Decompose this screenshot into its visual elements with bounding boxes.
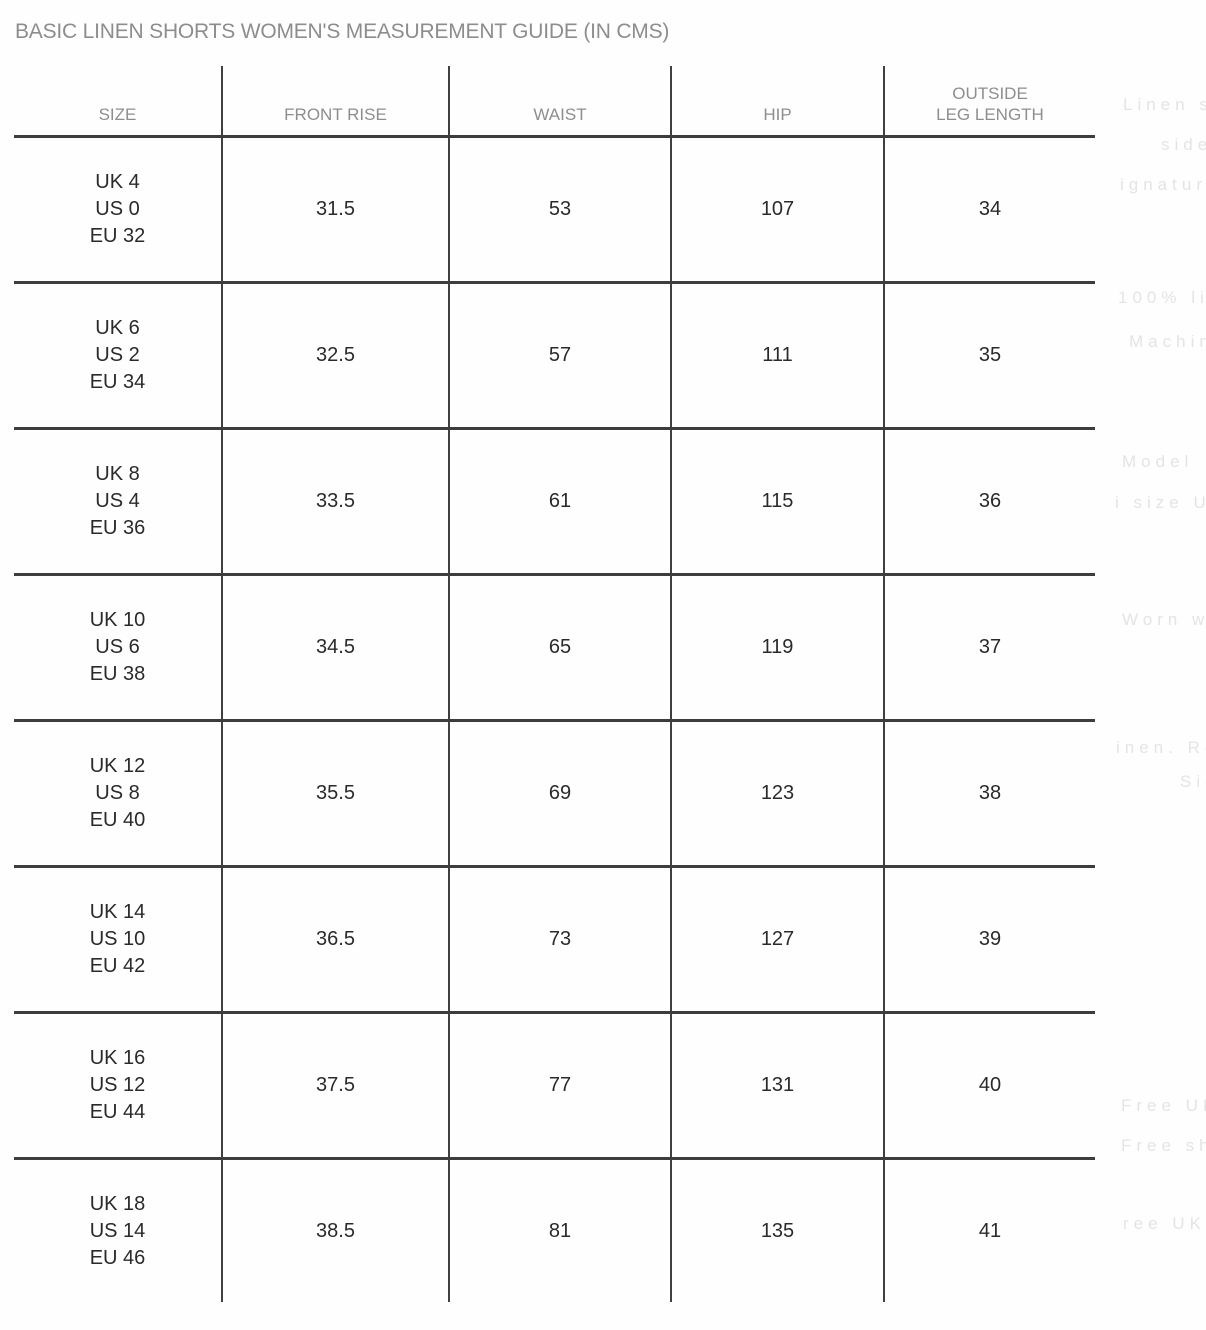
- front-rise-cell: 35.5: [221, 720, 449, 868]
- size-us: US 4: [95, 490, 140, 512]
- waist-cell: 73: [448, 866, 671, 1014]
- hip-cell: 127: [670, 866, 884, 1014]
- waist-cell: 77: [448, 1012, 671, 1160]
- waist-cell: 81: [448, 1158, 671, 1302]
- hip-cell: 131: [670, 1012, 884, 1160]
- size-uk: UK 6: [95, 317, 140, 339]
- side-text-fragment: Sid: [1180, 772, 1206, 791]
- column-header-hip: HIP: [670, 66, 884, 138]
- size-eu: EU 36: [89, 517, 146, 539]
- size-cell: UK 10 US 6 EU 38: [14, 574, 222, 722]
- table-row: UK 12 US 8 EU 40 35.5 69 123 38: [14, 720, 1095, 868]
- column-header-outside-leg: OUTSIDE LEG LENGTH: [883, 66, 1095, 138]
- side-text-fragment: inen. Re: [1116, 738, 1206, 757]
- table-row: UK 8 US 4 EU 36 33.5 61 115 36: [14, 428, 1095, 576]
- outside-leg-cell: 34: [883, 136, 1095, 284]
- front-rise-cell: 36.5: [221, 866, 449, 1014]
- size-uk: UK 12: [89, 755, 146, 777]
- waist-cell: 57: [448, 282, 671, 430]
- size-us: US 12: [89, 1074, 146, 1096]
- side-text-fragment: Worn w: [1122, 610, 1206, 629]
- column-header-waist: WAIST: [448, 66, 671, 138]
- table-row: UK 14 US 10 EU 42 36.5 73 127 39: [14, 866, 1095, 1014]
- side-text-fragment: side: [1161, 135, 1206, 154]
- size-eu: EU 42: [89, 955, 146, 977]
- size-eu: EU 40: [89, 809, 146, 831]
- size-us: US 10: [89, 928, 146, 950]
- size-us: US 0: [95, 198, 140, 220]
- front-rise-cell: 33.5: [221, 428, 449, 576]
- waist-cell: 53: [448, 136, 671, 284]
- front-rise-cell: 37.5: [221, 1012, 449, 1160]
- waist-cell: 61: [448, 428, 671, 576]
- size-eu: EU 44: [89, 1101, 146, 1123]
- size-eu: EU 46: [89, 1246, 146, 1269]
- size-uk: UK 10: [89, 609, 146, 631]
- size-eu: EU 32: [89, 225, 146, 247]
- table-row: UK 18 US 14 EU 46 38.5 81 135 41: [14, 1158, 1095, 1303]
- outside-leg-cell: 37: [883, 574, 1095, 722]
- outside-leg-cell: 38: [883, 720, 1095, 868]
- outside-leg-cell: 35: [883, 282, 1095, 430]
- hip-cell: 123: [670, 720, 884, 868]
- side-text-fragment: i size U: [1115, 493, 1206, 512]
- front-rise-cell: 31.5: [221, 136, 449, 284]
- waist-cell: 65: [448, 574, 671, 722]
- size-uk: UK 14: [89, 901, 146, 923]
- size-cell: UK 6 US 2 EU 34: [14, 282, 222, 430]
- table-row: UK 6 US 2 EU 34 32.5 57 111 35: [14, 282, 1095, 430]
- size-us: US 14: [89, 1219, 146, 1242]
- side-text-fragment: Linen s: [1123, 95, 1206, 114]
- side-text-fragment: ree UK: [1123, 1214, 1206, 1233]
- outside-leg-cell: 39: [883, 866, 1095, 1014]
- table-row: UK 16 US 12 EU 44 37.5 77 131 40: [14, 1012, 1095, 1160]
- hip-cell: 135: [670, 1158, 884, 1302]
- size-us: US 6: [95, 636, 140, 658]
- hip-cell: 111: [670, 282, 884, 430]
- outside-leg-cell: 41: [883, 1158, 1095, 1302]
- size-cell: UK 8 US 4 EU 36: [14, 428, 222, 576]
- measurement-table: SIZE FRONT RISE WAIST HIP OUTSIDE LEG LE…: [14, 66, 1095, 1302]
- table-row: UK 4 US 0 EU 32 31.5 53 107 34: [14, 136, 1095, 284]
- size-cell: UK 16 US 12 EU 44: [14, 1012, 222, 1160]
- hip-cell: 119: [670, 574, 884, 722]
- column-header-front-rise: FRONT RISE: [221, 66, 449, 138]
- outside-leg-cell: 40: [883, 1012, 1095, 1160]
- size-uk: UK 16: [89, 1047, 146, 1069]
- side-text-fragment: 100% lin: [1118, 288, 1206, 307]
- size-cell: UK 18 US 14 EU 46: [14, 1159, 222, 1303]
- table-header-row: SIZE FRONT RISE WAIST HIP OUTSIDE LEG LE…: [14, 66, 1095, 138]
- size-eu: EU 38: [89, 663, 146, 685]
- front-rise-cell: 38.5: [221, 1158, 449, 1302]
- size-cell: UK 4 US 0 EU 32: [14, 136, 222, 284]
- side-text-fragment: Free UK: [1121, 1096, 1206, 1115]
- page-title: BASIC LINEN SHORTS WOMEN'S MEASUREMENT G…: [15, 20, 670, 43]
- front-rise-cell: 32.5: [221, 282, 449, 430]
- table-row: UK 10 US 6 EU 38 34.5 65 119 37: [14, 574, 1095, 722]
- column-header-outside-leg-line2: LEG LENGTH: [936, 105, 1044, 124]
- side-text-fragment: ignatur: [1120, 175, 1206, 194]
- size-us: US 2: [95, 344, 140, 366]
- front-rise-cell: 34.5: [221, 574, 449, 722]
- waist-cell: 69: [448, 720, 671, 868]
- size-eu: EU 34: [89, 371, 146, 393]
- hip-cell: 115: [670, 428, 884, 576]
- column-header-outside-leg-line1: OUTSIDE: [952, 84, 1028, 103]
- size-us: US 8: [95, 782, 140, 804]
- hip-cell: 107: [670, 136, 884, 284]
- outside-leg-cell: 36: [883, 428, 1095, 576]
- side-text-fragment: Machin: [1129, 332, 1206, 351]
- size-cell: UK 12 US 8 EU 40: [14, 720, 222, 868]
- size-uk: UK 8: [95, 463, 140, 485]
- side-text-fragment: Model: [1122, 452, 1194, 471]
- size-cell: UK 14 US 10 EU 42: [14, 866, 222, 1014]
- column-header-size: SIZE: [14, 66, 222, 138]
- size-uk: UK 18: [89, 1192, 146, 1215]
- size-uk: UK 4: [95, 171, 140, 193]
- side-text-fragment: Free sh: [1121, 1136, 1206, 1155]
